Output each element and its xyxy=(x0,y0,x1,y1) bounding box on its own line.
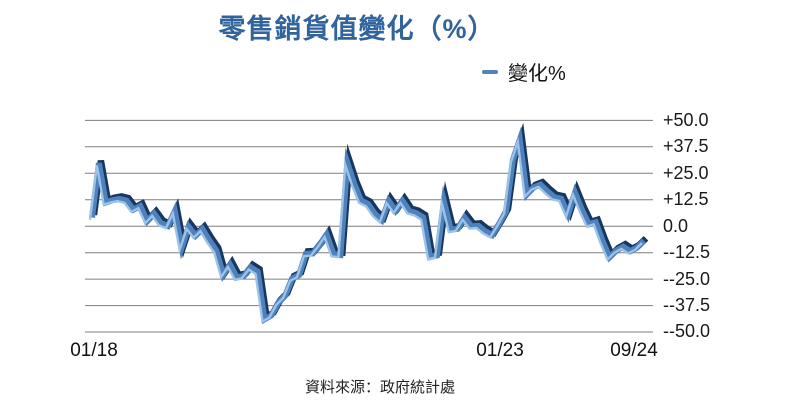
y-tick-label: +12.5 xyxy=(663,189,709,209)
y-tick-label: --50.0 xyxy=(663,321,711,341)
x-tick-label: 01/23 xyxy=(476,340,524,361)
legend: 變化% xyxy=(482,57,566,86)
chart-title: 零售銷貨值變化（%） xyxy=(218,14,496,44)
legend-label: 變化% xyxy=(508,63,566,85)
y-tick-label: --12.5 xyxy=(663,242,711,262)
legend-line-marker-icon xyxy=(482,69,498,74)
series-line-highlight xyxy=(88,136,643,324)
x-tick-label: 09/24 xyxy=(610,340,658,361)
y-tick-label: --37.5 xyxy=(663,295,711,315)
series-line-front xyxy=(89,126,647,325)
y-tick-label: +25.0 xyxy=(663,163,709,183)
x-tick-label: 01/18 xyxy=(70,340,118,361)
y-tick-label: 0.0 xyxy=(663,216,689,236)
y-tick-label: +37.5 xyxy=(663,136,709,156)
source-note: 資料來源：政府統計處 xyxy=(304,379,456,396)
y-tick-label: --25.0 xyxy=(663,269,711,289)
y-tick-label: +50.0 xyxy=(663,110,709,130)
